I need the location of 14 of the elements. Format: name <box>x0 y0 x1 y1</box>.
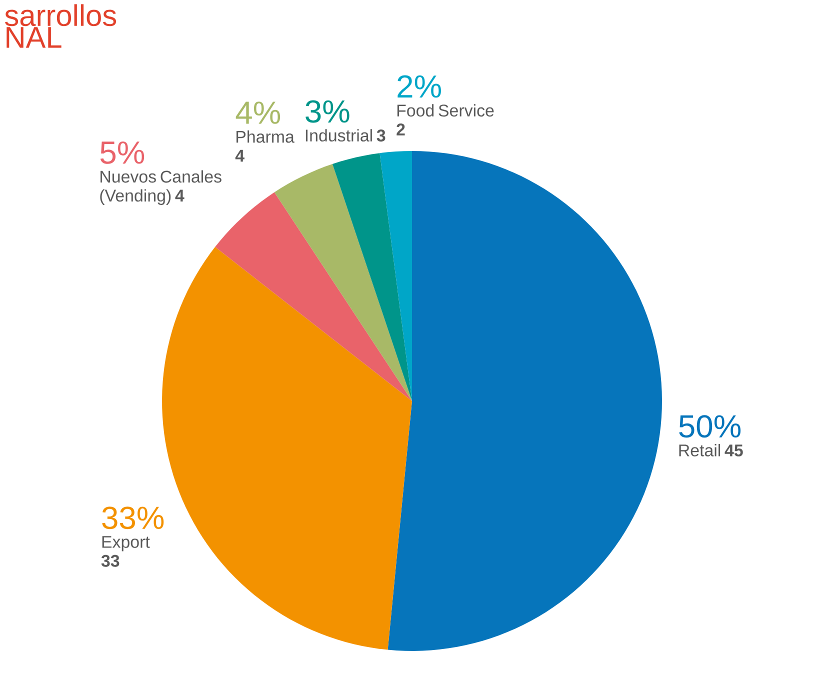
slice-label: Industrial 3 <box>306 129 386 142</box>
data-label: 5% <box>100 141 144 164</box>
data-label: 2% <box>398 75 441 98</box>
slice-label: Export 33 <box>101 536 150 567</box>
chart-subtitle: NAL <box>6 27 62 48</box>
data-label: 3% <box>306 100 350 123</box>
chart-title: sarrollos <box>5 4 116 26</box>
slice-label: Nuevos Canales (Vending) 4 <box>100 170 222 205</box>
slice-label: Retail 45 <box>679 444 743 456</box>
data-label: 33% <box>102 506 164 530</box>
data-label: 50% <box>679 415 741 438</box>
data-label: 4% <box>236 102 280 124</box>
slice-label: Food Service 2 <box>396 104 494 136</box>
slice-label: Pharma 4 <box>235 130 294 162</box>
